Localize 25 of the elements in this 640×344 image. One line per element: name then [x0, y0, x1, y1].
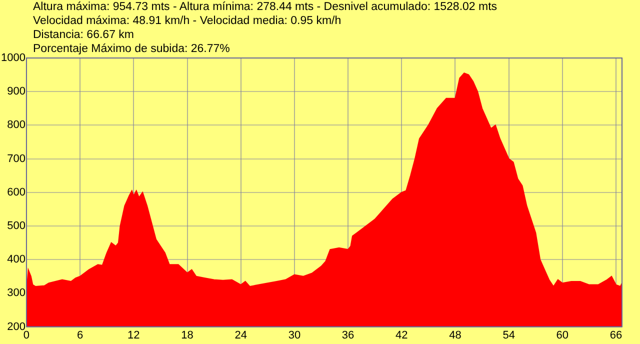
y-tick-label: 800 — [7, 119, 26, 132]
x-tick-label: 48 — [449, 329, 462, 342]
x-tick-label: 6 — [77, 329, 84, 342]
y-tick-label: 600 — [7, 186, 26, 198]
y-tick-label: 400 — [7, 254, 26, 266]
y-tick-label: 300 — [7, 287, 26, 300]
x-tick-label: 54 — [502, 329, 515, 342]
y-tick-label: 700 — [7, 152, 26, 165]
y-tick-label: 500 — [7, 220, 26, 232]
x-tick-label: 12 — [128, 329, 140, 342]
x-tick-label: 36 — [342, 329, 354, 342]
x-tick-label: 0 — [23, 329, 30, 342]
text: Distancia: 66.67 km — [33, 28, 135, 42]
x-tick-label: 60 — [556, 329, 569, 342]
x-tick-label: 30 — [288, 329, 301, 342]
y-tick-label: 200 — [7, 320, 26, 333]
x-tick-label: 24 — [234, 329, 247, 342]
y-tick-label: 900 — [7, 86, 26, 98]
text: Velocidad máxima: 48.91 km/h - Velocidad media: 0.95 km/h — [33, 14, 342, 28]
x-tick-label: 18 — [181, 329, 194, 342]
text: Porcentaje Máximo de subida: 26.77% — [33, 42, 231, 56]
chart-title: Altura máxima: 954.73 mts - Altura mínima: 278.44 mts - Desnivel acumulado: 1528.02 mts — [33, 0, 498, 14]
x-tick-label: 66 — [610, 329, 622, 342]
x-tick-label: 42 — [396, 329, 408, 342]
y-tick-label: 1000 — [0, 52, 26, 64]
